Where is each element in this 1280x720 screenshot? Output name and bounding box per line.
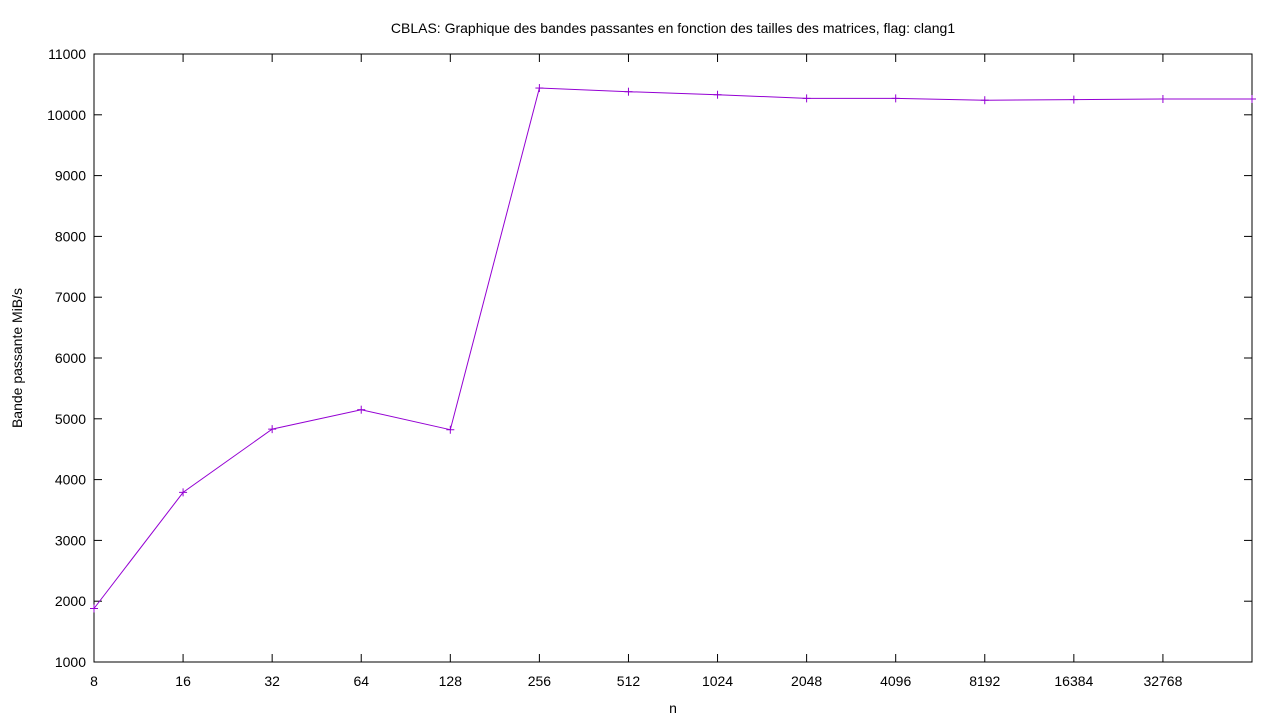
y-tick-label: 6000: [55, 350, 86, 366]
x-tick-label: 4096: [880, 673, 911, 689]
x-tick-label: 256: [528, 673, 552, 689]
y-axis: 1000 2000 3000 4000 5000 6000 7000 8000 9000 1000…: [47, 46, 1252, 670]
data-point: [980, 96, 989, 105]
x-axis: 8 16 32 64 128 256 512 1024 2048 4096 8192 16384 327…: [90, 54, 1183, 689]
y-tick-label: 11000: [48, 46, 86, 62]
y-tick-label: 3000: [55, 532, 86, 548]
data-point: [90, 604, 98, 613]
y-tick-label: 1000: [55, 654, 86, 670]
data-point: [268, 425, 277, 434]
x-tick-label: 64: [353, 673, 369, 689]
data-point: [179, 488, 188, 497]
x-tick-label: 8: [90, 673, 98, 689]
x-tick-label: 8192: [969, 673, 1000, 689]
data-point: [1158, 94, 1167, 103]
y-tick-label: 10000: [47, 107, 86, 123]
y-tick-label: 8000: [55, 228, 86, 244]
data-point: [1248, 94, 1256, 103]
data-point: [446, 425, 455, 434]
x-tick-label: 32768: [1143, 673, 1182, 689]
x-tick-label: 16384: [1054, 673, 1093, 689]
y-tick-label: 9000: [55, 168, 86, 184]
data-point: [1069, 95, 1078, 104]
y-tick-label: 4000: [55, 472, 86, 488]
data-point: [535, 84, 544, 93]
x-axis-label: n: [669, 700, 677, 716]
data-point: [357, 405, 366, 414]
series-line: [93, 87, 1252, 609]
x-tick-label: 2048: [791, 673, 822, 689]
plot-frame: [93, 53, 1253, 663]
x-tick-label: 128: [439, 673, 463, 689]
data-point: [802, 94, 811, 103]
y-tick-label: 5000: [55, 411, 86, 427]
data-point: [713, 90, 722, 99]
data-point: [891, 94, 900, 103]
y-axis-label: Bande passante MiB/s: [9, 288, 25, 428]
data-series: [90, 84, 1256, 613]
y-tick-label: 7000: [55, 289, 86, 305]
x-tick-label: 32: [264, 673, 280, 689]
x-tick-label: 16: [175, 673, 191, 689]
data-point: [624, 87, 633, 96]
y-tick-label: 2000: [55, 593, 86, 609]
x-tick-label: 1024: [702, 673, 733, 689]
chart-title: CBLAS: Graphique des bandes passantes en…: [391, 20, 955, 36]
x-tick-label: 512: [617, 673, 641, 689]
